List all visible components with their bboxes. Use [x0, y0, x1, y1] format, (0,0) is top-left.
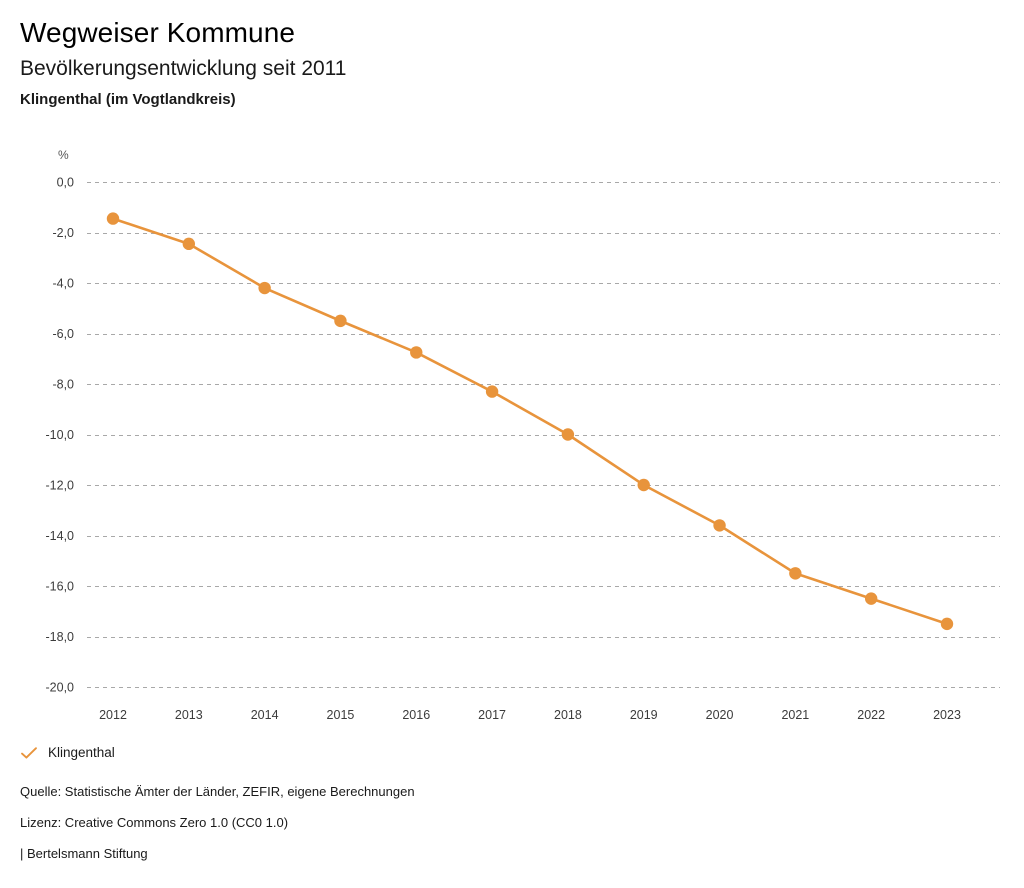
data-point[interactable]: [789, 567, 802, 580]
x-axis-tick-label: 2014: [251, 708, 279, 722]
y-axis-tick-label: -20,0: [46, 681, 75, 695]
y-axis-tick-label: -14,0: [46, 529, 75, 543]
footer: Quelle: Statistische Ämter der Länder, Z…: [20, 784, 1000, 862]
x-axis-tick-label: 2012: [99, 708, 127, 722]
footer-source: Quelle: Statistische Ämter der Länder, Z…: [20, 784, 415, 799]
legend-label: Klingenthal: [48, 745, 115, 760]
region-label: Klingenthal (im Vogtlandkreis): [20, 91, 236, 108]
y-axis-tick-label: -18,0: [46, 630, 75, 644]
data-point[interactable]: [561, 428, 575, 441]
x-axis-tick-label: 2013: [175, 708, 203, 722]
x-axis-tick-label: 2021: [781, 708, 809, 722]
x-axis-tick-label: 2015: [327, 708, 355, 722]
data-series: [106, 212, 954, 631]
data-point[interactable]: [182, 237, 196, 251]
y-axis-tick-label: -8,0: [52, 378, 74, 392]
chart-canvas: 0,0 -2,0 -4,0 -6,0 -8,0 -10,0 -12,0 -14,0 -16,0 -…: [46, 148, 1000, 722]
y-axis-tick-label: -16,0: [46, 580, 75, 594]
x-axis-tick-label: 2019: [630, 708, 658, 722]
x-axis-tick-label: 2017: [478, 708, 506, 722]
series-line-klingenthal: [111, 217, 949, 626]
data-point[interactable]: [485, 385, 499, 398]
x-axis-tick-label: 2018: [554, 708, 582, 722]
x-axis-tick-label: 2016: [402, 708, 430, 722]
y-axis-tick-label: -2,0: [52, 226, 74, 240]
page-header: Wegweiser Kommune Bevölkerungsentwicklun…: [20, 16, 1000, 109]
y-axis-tick-label: -12,0: [46, 479, 75, 493]
line-chart: 0,0 -2,0 -4,0 -6,0 -8,0 -10,0 -12,0 -14,0 -16,0 -…: [0, 140, 1024, 740]
legend-item-klingenthal[interactable]: Klingenthal: [20, 745, 115, 761]
x-axis-tick-labels: 2012 2013 2014 2015 2016 2017 2018 2019 2020 2021…: [99, 708, 961, 722]
page-title: Wegweiser Kommune: [20, 17, 296, 48]
y-axis-unit-label: %: [58, 148, 69, 162]
x-axis-tick-label: 2020: [706, 708, 734, 722]
x-axis-tick-label: 2022: [857, 708, 885, 722]
y-axis-tick-label: 0,0: [57, 176, 74, 190]
data-point[interactable]: [864, 592, 878, 605]
page-subtitle: Bevölkerungsentwicklung seit 2011: [20, 57, 347, 80]
data-point[interactable]: [334, 314, 347, 328]
y-axis-tick-label: -4,0: [52, 277, 74, 291]
data-point[interactable]: [410, 346, 423, 359]
data-point[interactable]: [940, 617, 954, 631]
footer-publisher: | Bertelsmann Stiftung: [20, 846, 148, 861]
y-axis-tick-label: -6,0: [52, 327, 74, 341]
gridlines: [87, 182, 1000, 688]
data-point[interactable]: [713, 519, 726, 532]
y-axis-tick-labels: 0,0 -2,0 -4,0 -6,0 -8,0 -10,0 -12,0 -14,0 -16,0 -…: [46, 176, 75, 695]
data-point[interactable]: [637, 478, 650, 492]
data-point[interactable]: [106, 212, 120, 225]
x-axis-tick-label: 2023: [933, 708, 961, 722]
data-point[interactable]: [258, 281, 271, 295]
check-icon: [20, 746, 38, 760]
y-axis-tick-label: -10,0: [46, 428, 75, 442]
footer-license: Lizenz: Creative Commons Zero 1.0 (CC0 1…: [20, 815, 289, 830]
